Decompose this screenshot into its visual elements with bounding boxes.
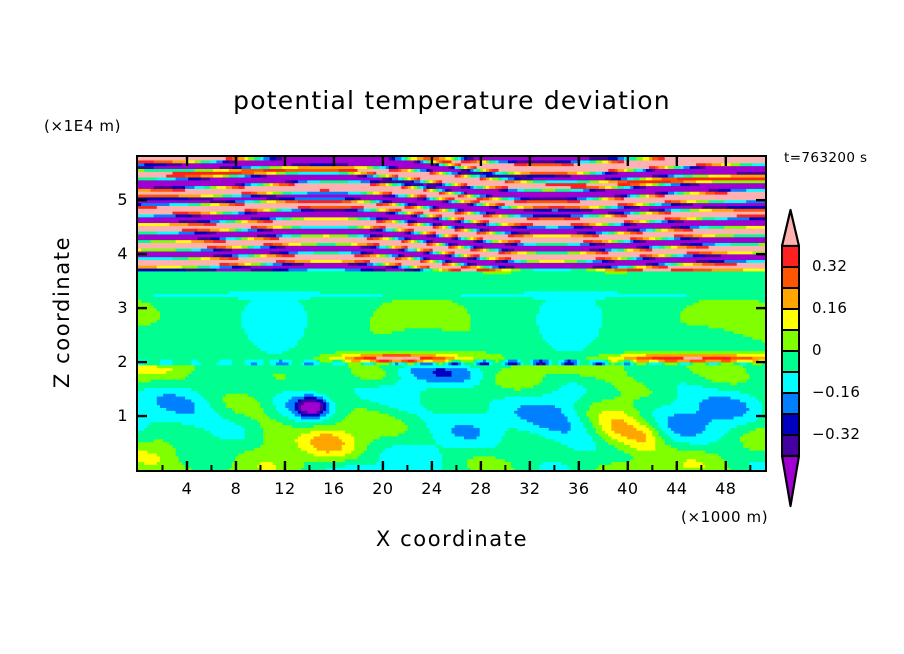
colorbar[interactable] [777,208,811,508]
colorbar-swatches [780,208,801,508]
colorbar-tick-2: 0 [812,341,823,359]
colorbar-tick-4: −0.32 [812,425,861,443]
page-title: potential temperature deviation [233,86,671,115]
x-tick-28: 28 [470,479,492,498]
y-axis-unit-label: (×1E4 m) [44,117,122,135]
x-tick-48: 48 [715,479,737,498]
colorbar-tick-1: 0.16 [812,299,848,317]
x-axis-unit-label: (×1000 m) [681,508,769,526]
y-tick-5: 5 [117,190,128,210]
x-tick-36: 36 [568,479,590,498]
x-tick-44: 44 [666,479,688,498]
x-tick-24: 24 [421,479,443,498]
x-tick-20: 20 [372,479,394,498]
colorbar-tick-3: −0.16 [812,383,861,401]
y-tick-2: 2 [117,352,128,372]
y-tick-1: 1 [117,406,128,426]
x-tick-4: 4 [181,479,193,498]
x-tick-40: 40 [617,479,639,498]
x-tick-32: 32 [519,479,541,498]
colorbar-tick-0: 0.32 [812,257,848,275]
contour-field [138,157,765,470]
x-axis-title: X coordinate [375,527,529,551]
axis-ticks [138,157,765,470]
y-tick-4: 4 [117,244,128,264]
x-tick-8: 8 [230,479,242,498]
y-tick-3: 3 [117,298,128,318]
y-axis-title: Z coordinate [50,235,74,389]
timestamp-annotation: t=763200 s [784,150,868,166]
contour-plot-area[interactable] [136,155,767,472]
x-tick-16: 16 [323,479,345,498]
x-tick-12: 12 [274,479,296,498]
